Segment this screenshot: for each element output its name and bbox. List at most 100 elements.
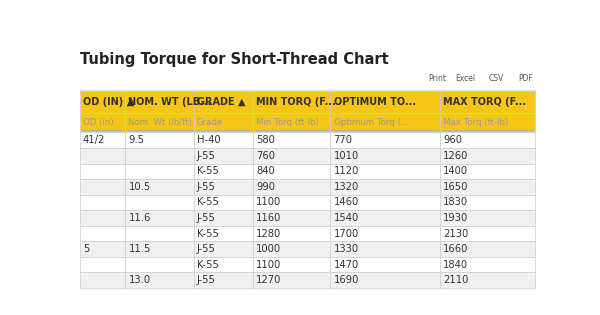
Bar (440, 132, 535, 148)
Text: PDF: PDF (518, 74, 533, 83)
Text: GRADE ▲: GRADE ▲ (197, 97, 245, 107)
Text: 1010: 1010 (334, 151, 359, 161)
Text: NOM. WT (LB...: NOM. WT (LB... (128, 97, 212, 107)
Text: 1100: 1100 (256, 198, 281, 208)
Text: 5: 5 (83, 244, 89, 254)
Bar (125, 241, 194, 257)
Text: 11.6: 11.6 (128, 213, 151, 223)
Text: 1460: 1460 (334, 198, 359, 208)
Text: 41/2: 41/2 (83, 135, 105, 145)
Bar (80, 179, 125, 195)
Text: OPTIMUM TO...: OPTIMUM TO... (334, 97, 416, 107)
Text: 1320: 1320 (334, 182, 359, 192)
Bar (330, 226, 440, 241)
Text: J-55: J-55 (197, 244, 216, 254)
Bar (125, 91, 194, 113)
Bar (125, 210, 194, 226)
Bar (125, 195, 194, 210)
Bar (330, 148, 440, 163)
Text: 840: 840 (256, 166, 275, 176)
Text: Optimum Torq (...: Optimum Torq (... (334, 118, 409, 127)
Bar (440, 179, 535, 195)
Text: 580: 580 (256, 135, 275, 145)
Text: J-55: J-55 (197, 275, 216, 285)
Bar (253, 132, 330, 148)
Bar (330, 257, 440, 272)
Bar (125, 163, 194, 179)
Text: 1660: 1660 (443, 244, 468, 254)
Text: J-55: J-55 (197, 182, 216, 192)
Text: Grade: Grade (197, 118, 223, 127)
Text: Nom. Wt (lb/ft): Nom. Wt (lb/ft) (128, 118, 193, 127)
Bar (330, 132, 440, 148)
Bar (330, 272, 440, 288)
Bar (440, 226, 535, 241)
Bar (330, 163, 440, 179)
Text: 1120: 1120 (334, 166, 359, 176)
Bar (330, 91, 440, 113)
Text: 1270: 1270 (256, 275, 281, 285)
Bar (440, 257, 535, 272)
Bar (194, 226, 253, 241)
Bar (194, 91, 253, 113)
Bar (253, 241, 330, 257)
Text: 990: 990 (256, 182, 275, 192)
Text: 2110: 2110 (443, 275, 468, 285)
Bar (440, 113, 535, 132)
Text: 770: 770 (334, 135, 353, 145)
Bar (440, 91, 535, 113)
Bar (194, 113, 253, 132)
Bar (125, 272, 194, 288)
Bar (80, 241, 125, 257)
Text: Print: Print (428, 74, 446, 83)
Text: 1160: 1160 (256, 213, 281, 223)
Text: 1330: 1330 (334, 244, 359, 254)
Text: 11.5: 11.5 (128, 244, 151, 254)
Text: J-55: J-55 (197, 151, 216, 161)
Bar (125, 148, 194, 163)
Bar (253, 163, 330, 179)
Bar (330, 241, 440, 257)
Bar (253, 226, 330, 241)
Bar (80, 272, 125, 288)
Text: 10.5: 10.5 (128, 182, 151, 192)
Text: 1470: 1470 (334, 260, 359, 270)
Text: 1540: 1540 (334, 213, 359, 223)
Bar (194, 210, 253, 226)
Bar (80, 226, 125, 241)
Text: 9.5: 9.5 (128, 135, 145, 145)
Bar (80, 148, 125, 163)
Text: K-55: K-55 (197, 229, 219, 238)
Bar (125, 113, 194, 132)
Text: 960: 960 (443, 135, 462, 145)
Text: Max Torq (ft-lb): Max Torq (ft-lb) (443, 118, 508, 127)
Bar (125, 132, 194, 148)
Text: 13.0: 13.0 (128, 275, 151, 285)
Bar (194, 179, 253, 195)
Text: 1100: 1100 (256, 260, 281, 270)
Text: 1930: 1930 (443, 213, 468, 223)
Text: MIN TORQ (F...: MIN TORQ (F... (256, 97, 336, 107)
Bar (330, 210, 440, 226)
Bar (440, 195, 535, 210)
Text: 760: 760 (256, 151, 275, 161)
Text: K-55: K-55 (197, 260, 219, 270)
Bar (194, 241, 253, 257)
Bar (80, 257, 125, 272)
Text: Min Torq (ft-lb): Min Torq (ft-lb) (256, 118, 319, 127)
Bar (80, 195, 125, 210)
Text: 1650: 1650 (443, 182, 468, 192)
Bar (440, 210, 535, 226)
Bar (440, 272, 535, 288)
Text: 1690: 1690 (334, 275, 359, 285)
Bar (330, 195, 440, 210)
Bar (253, 257, 330, 272)
Text: 1840: 1840 (443, 260, 468, 270)
Text: MAX TORQ (F...: MAX TORQ (F... (443, 97, 526, 107)
Bar (125, 179, 194, 195)
Bar (253, 195, 330, 210)
Text: 1260: 1260 (443, 151, 468, 161)
Bar (194, 195, 253, 210)
Bar (194, 148, 253, 163)
Text: 1000: 1000 (256, 244, 281, 254)
